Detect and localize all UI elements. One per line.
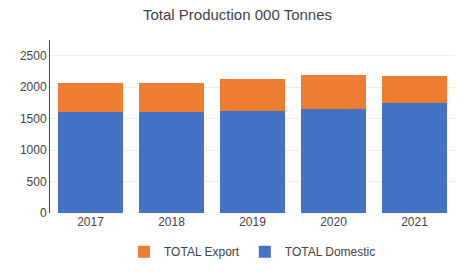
svg-text:2500: 2500 — [20, 49, 47, 63]
svg-text:0: 0 — [40, 206, 47, 220]
svg-text:TOTAL Export: TOTAL Export — [164, 245, 240, 259]
svg-text:TOTAL Domestic: TOTAL Domestic — [285, 245, 375, 259]
svg-text:500: 500 — [27, 175, 47, 189]
svg-text:1000: 1000 — [20, 143, 47, 157]
svg-text:2019: 2019 — [239, 215, 266, 229]
svg-text:2018: 2018 — [158, 215, 185, 229]
svg-text:1500: 1500 — [20, 112, 47, 126]
svg-text:2020: 2020 — [320, 215, 347, 229]
svg-text:2000: 2000 — [20, 80, 47, 94]
svg-text:Total Production 000 Tonnes: Total Production 000 Tonnes — [143, 6, 332, 23]
svg-text:2017: 2017 — [77, 215, 104, 229]
svg-text:2021: 2021 — [401, 215, 428, 229]
